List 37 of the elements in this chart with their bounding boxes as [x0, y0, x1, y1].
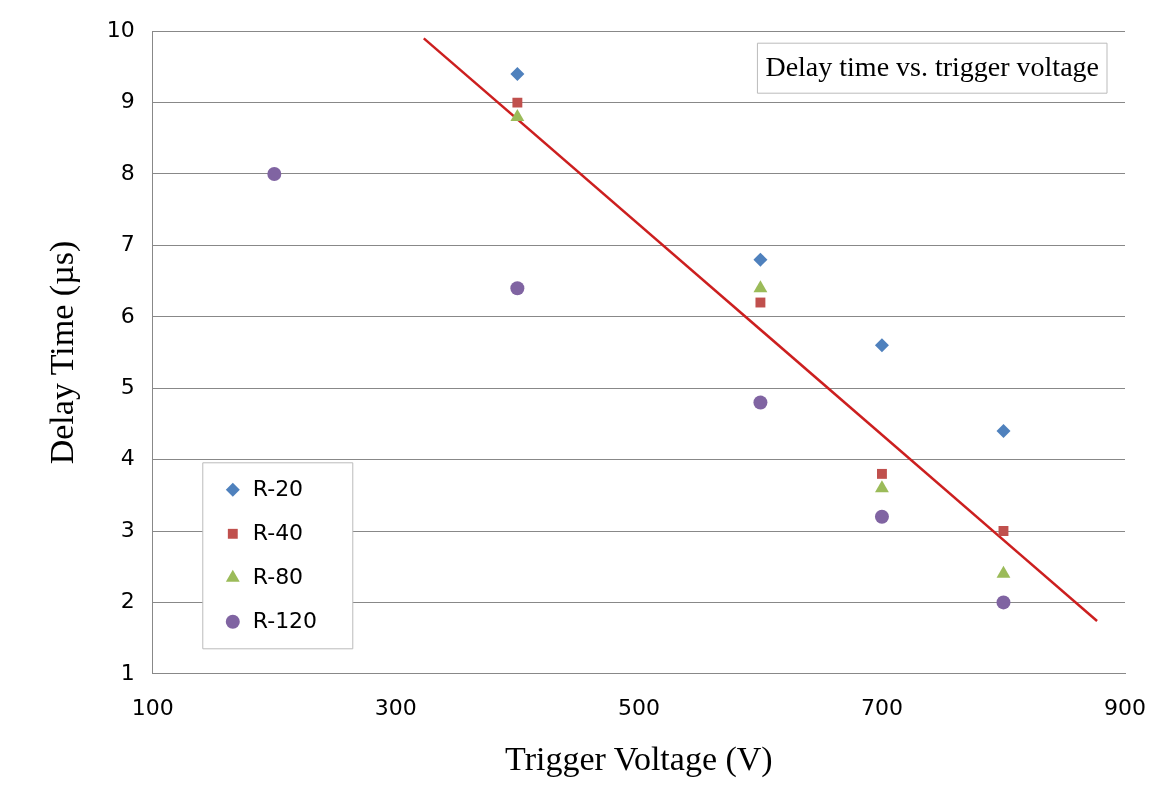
point [996, 424, 1011, 439]
point [753, 252, 768, 267]
legend-label: R-80 [252, 563, 304, 589]
point [998, 526, 1009, 536]
point [510, 67, 525, 82]
y-tick-label: 6 [120, 302, 135, 328]
x-tick-label: 700 [860, 694, 903, 720]
point [875, 480, 889, 493]
y-tick-label: 2 [120, 588, 135, 614]
legend-label: R-20 [252, 475, 304, 501]
y-tick-label: 4 [120, 445, 135, 471]
y-tick-label: 8 [120, 159, 135, 185]
point [996, 595, 1011, 610]
y-tick-label: 3 [120, 516, 135, 542]
point [512, 97, 523, 108]
x-tick-label: 500 [617, 694, 660, 720]
y-tick-label: 9 [120, 88, 135, 114]
point [874, 338, 889, 353]
y-tick-label: 10 [106, 16, 135, 42]
x-tick-label: 300 [374, 694, 417, 720]
text: Delay time vs. trigger voltage [765, 50, 1100, 82]
x-axis-title: Trigger Voltage (V) [505, 739, 773, 778]
x-tick-label: 900 [1104, 694, 1146, 720]
x-tick-label: 100 [131, 694, 174, 720]
legend-label: R-120 [252, 607, 318, 633]
point [874, 509, 889, 524]
point [753, 280, 768, 293]
point [877, 468, 887, 479]
point [510, 281, 525, 296]
y-tick-label: 5 [120, 373, 135, 399]
legend-label: R-40 [252, 519, 304, 545]
point [755, 297, 766, 308]
point [753, 395, 768, 410]
y-axis-title: Delay Time (µs) [43, 240, 82, 465]
y-tick-label: 7 [120, 231, 135, 257]
y-tick-label: 1 [120, 659, 135, 685]
point [267, 167, 282, 181]
